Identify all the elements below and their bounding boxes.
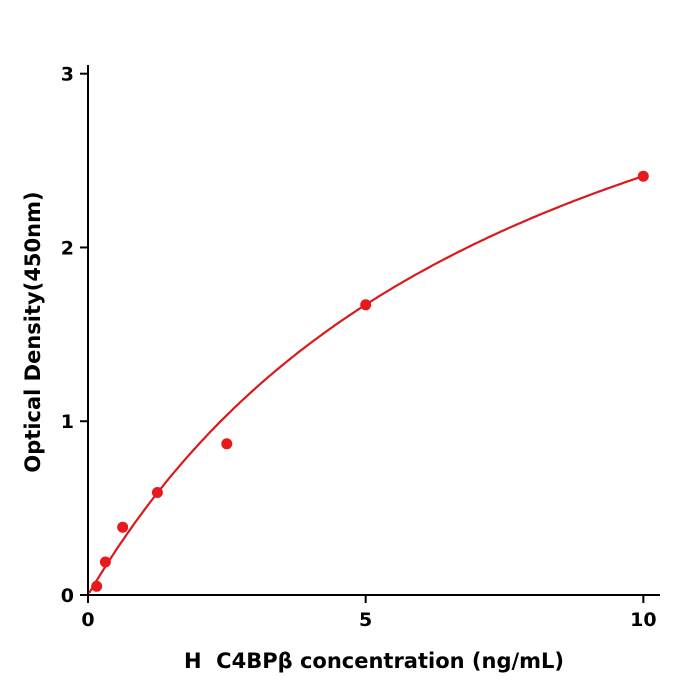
x-tick-label: 10: [630, 609, 656, 631]
data-point: [637, 170, 649, 182]
data-point: [117, 521, 129, 533]
plot-area: 0 5 10 0 1 2 3: [61, 64, 660, 631]
data-point: [360, 299, 372, 311]
x-tick-label: 5: [359, 609, 372, 631]
x-axis-title: H C4BPβ concentration (ng/mL): [184, 649, 564, 673]
data-point: [151, 487, 163, 498]
x-tick-label: 0: [81, 609, 94, 631]
y-tick-label: 1: [61, 411, 74, 433]
y-tick-label: 0: [61, 585, 74, 607]
y-axis-title: Optical Density(450nm): [21, 191, 45, 472]
y-tick-label: 2: [61, 237, 74, 259]
data-point: [91, 580, 103, 592]
fit-curve: [88, 175, 644, 594]
y-tick-label: 3: [61, 64, 74, 86]
data-point: [99, 556, 111, 568]
data-point: [221, 438, 233, 450]
